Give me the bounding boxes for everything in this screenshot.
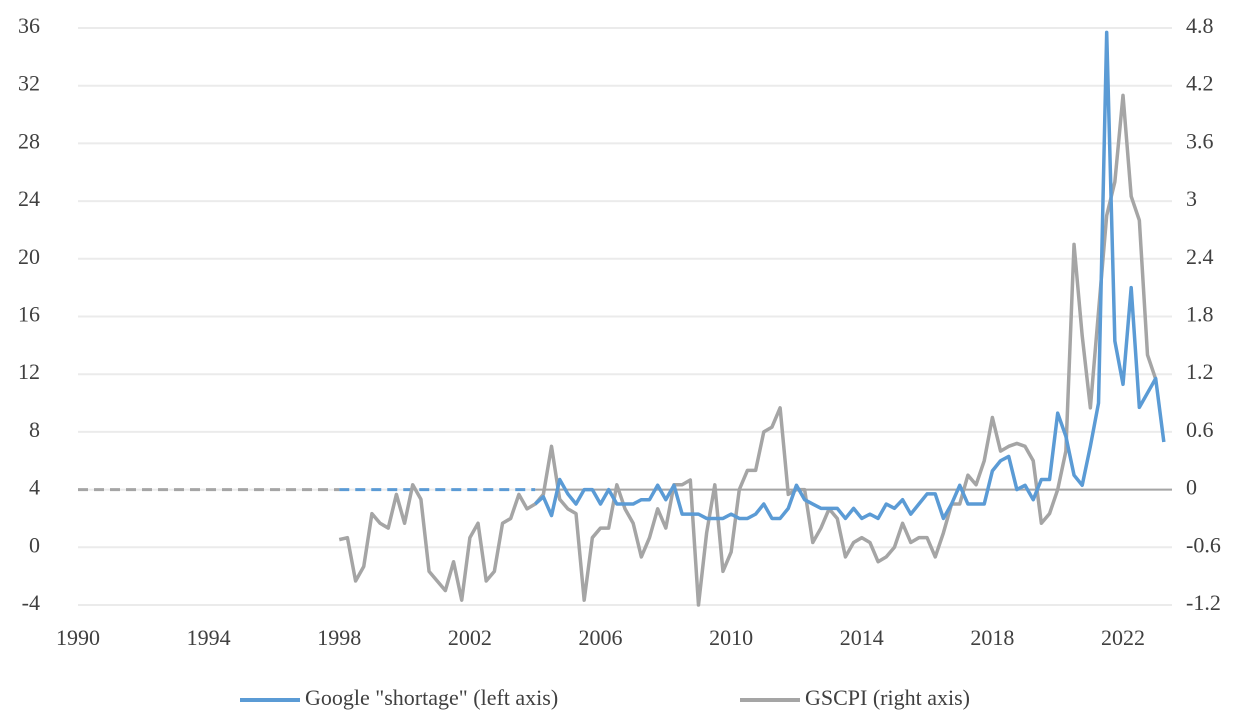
- x-tick-label: 2022: [1101, 625, 1145, 650]
- legend-label: GSCPI (right axis): [805, 685, 970, 710]
- y-tick-label: 20: [18, 244, 40, 269]
- y2-tick-label: -1.2: [1186, 590, 1221, 615]
- y-tick-label: 4: [29, 475, 40, 500]
- y-tick-label: 12: [18, 359, 40, 384]
- x-tick-label: 1998: [317, 625, 361, 650]
- y2-tick-label: 0: [1186, 475, 1197, 500]
- x-tick-label: 2018: [970, 625, 1014, 650]
- y-tick-label: 16: [18, 302, 40, 327]
- y2-tick-label: 3: [1186, 186, 1197, 211]
- x-tick-label: 2002: [448, 625, 492, 650]
- y2-tick-label: 1.2: [1186, 359, 1214, 384]
- y-tick-label: 8: [29, 417, 40, 442]
- y-tick-label: 28: [18, 128, 40, 153]
- y-tick-label: 36: [18, 13, 40, 38]
- y-tick-label: 0: [29, 532, 40, 557]
- y2-tick-label: -0.6: [1186, 532, 1221, 557]
- x-tick-label: 2014: [840, 625, 884, 650]
- legend-label: Google "shortage" (left axis): [305, 685, 558, 710]
- y-tick-label: 32: [18, 71, 40, 96]
- series-line: [338, 93, 1158, 607]
- y2-tick-label: 4.8: [1186, 13, 1214, 38]
- y2-tick-label: 2.4: [1186, 244, 1214, 269]
- x-tick-label: 1994: [187, 625, 231, 650]
- x-tick-label: 2006: [579, 625, 623, 650]
- y2-tick-label: 0.6: [1186, 417, 1214, 442]
- y-tick-label: 24: [18, 186, 40, 211]
- x-tick-label: 1990: [56, 625, 100, 650]
- y-tick-label: -4: [22, 590, 40, 615]
- series-line: [534, 30, 1166, 521]
- y2-tick-label: 1.8: [1186, 302, 1214, 327]
- x-tick-label: 2010: [709, 625, 753, 650]
- y2-tick-label: 3.6: [1186, 128, 1214, 153]
- y2-tick-label: 4.2: [1186, 71, 1214, 96]
